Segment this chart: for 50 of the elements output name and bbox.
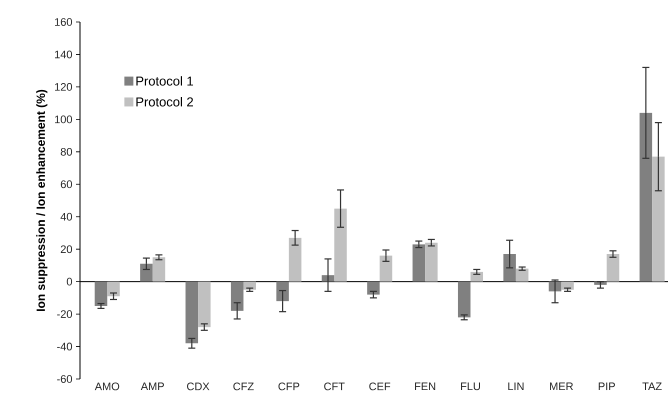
- y-tick-label: 120: [55, 83, 72, 91]
- legend-label: Protocol 2: [136, 97, 193, 107]
- bar: [640, 112, 652, 282]
- bar: [503, 254, 516, 282]
- bar: [230, 282, 244, 311]
- x-tick-label: CFT: [324, 382, 345, 390]
- legend-label: Protocol 1: [136, 76, 194, 86]
- x-tick-label: FEN: [415, 382, 436, 390]
- bar: [606, 254, 620, 282]
- bar: [140, 264, 153, 282]
- bar: [94, 282, 108, 306]
- y-tick-label: 160: [55, 18, 72, 26]
- bar: [243, 282, 256, 290]
- y-tick-label: 140: [55, 50, 72, 58]
- bar: [380, 256, 392, 282]
- x-tick-label: CFZ: [233, 382, 254, 390]
- y-tick-label: 20: [60, 245, 72, 254]
- bar: [107, 282, 120, 296]
- x-tick-label: FLU: [461, 382, 480, 390]
- x-tick-label: PIP: [598, 382, 615, 390]
- bar: [652, 156, 665, 282]
- bar: [458, 282, 470, 318]
- bar: [322, 275, 334, 282]
- bar: [334, 208, 347, 282]
- y-tick-label: -60: [57, 375, 72, 383]
- bar: [412, 244, 426, 282]
- x-tick-label: MER: [550, 382, 573, 390]
- x-tick-label: CEF: [369, 382, 390, 390]
- bar: [516, 268, 528, 282]
- bar: [288, 238, 302, 282]
- x-tick-label: TAZ: [642, 382, 662, 390]
- bar: [186, 282, 198, 344]
- y-tick-label: -20: [57, 310, 72, 318]
- x-tick-label: LIN: [508, 382, 524, 390]
- x-tick-label: CDX: [187, 382, 210, 390]
- y-tick-label: 100: [55, 115, 72, 124]
- bar: [367, 282, 380, 295]
- bar: [425, 242, 438, 282]
- bar: [198, 282, 211, 328]
- y-tick-label: -40: [57, 342, 72, 350]
- y-axis-title: Ion suppression / Ion enhancement (%): [36, 90, 48, 311]
- bar: [152, 257, 166, 282]
- y-tick-label: 40: [60, 212, 72, 221]
- x-tick-label: AMP: [140, 382, 164, 390]
- x-tick-label: AMO: [94, 382, 120, 390]
- bar: [561, 282, 574, 290]
- y-tick-label: 60: [60, 180, 72, 188]
- y-tick-label: 0: [66, 278, 72, 286]
- y-tick-label: 80: [60, 148, 72, 156]
- x-tick-label: CFP: [278, 382, 300, 390]
